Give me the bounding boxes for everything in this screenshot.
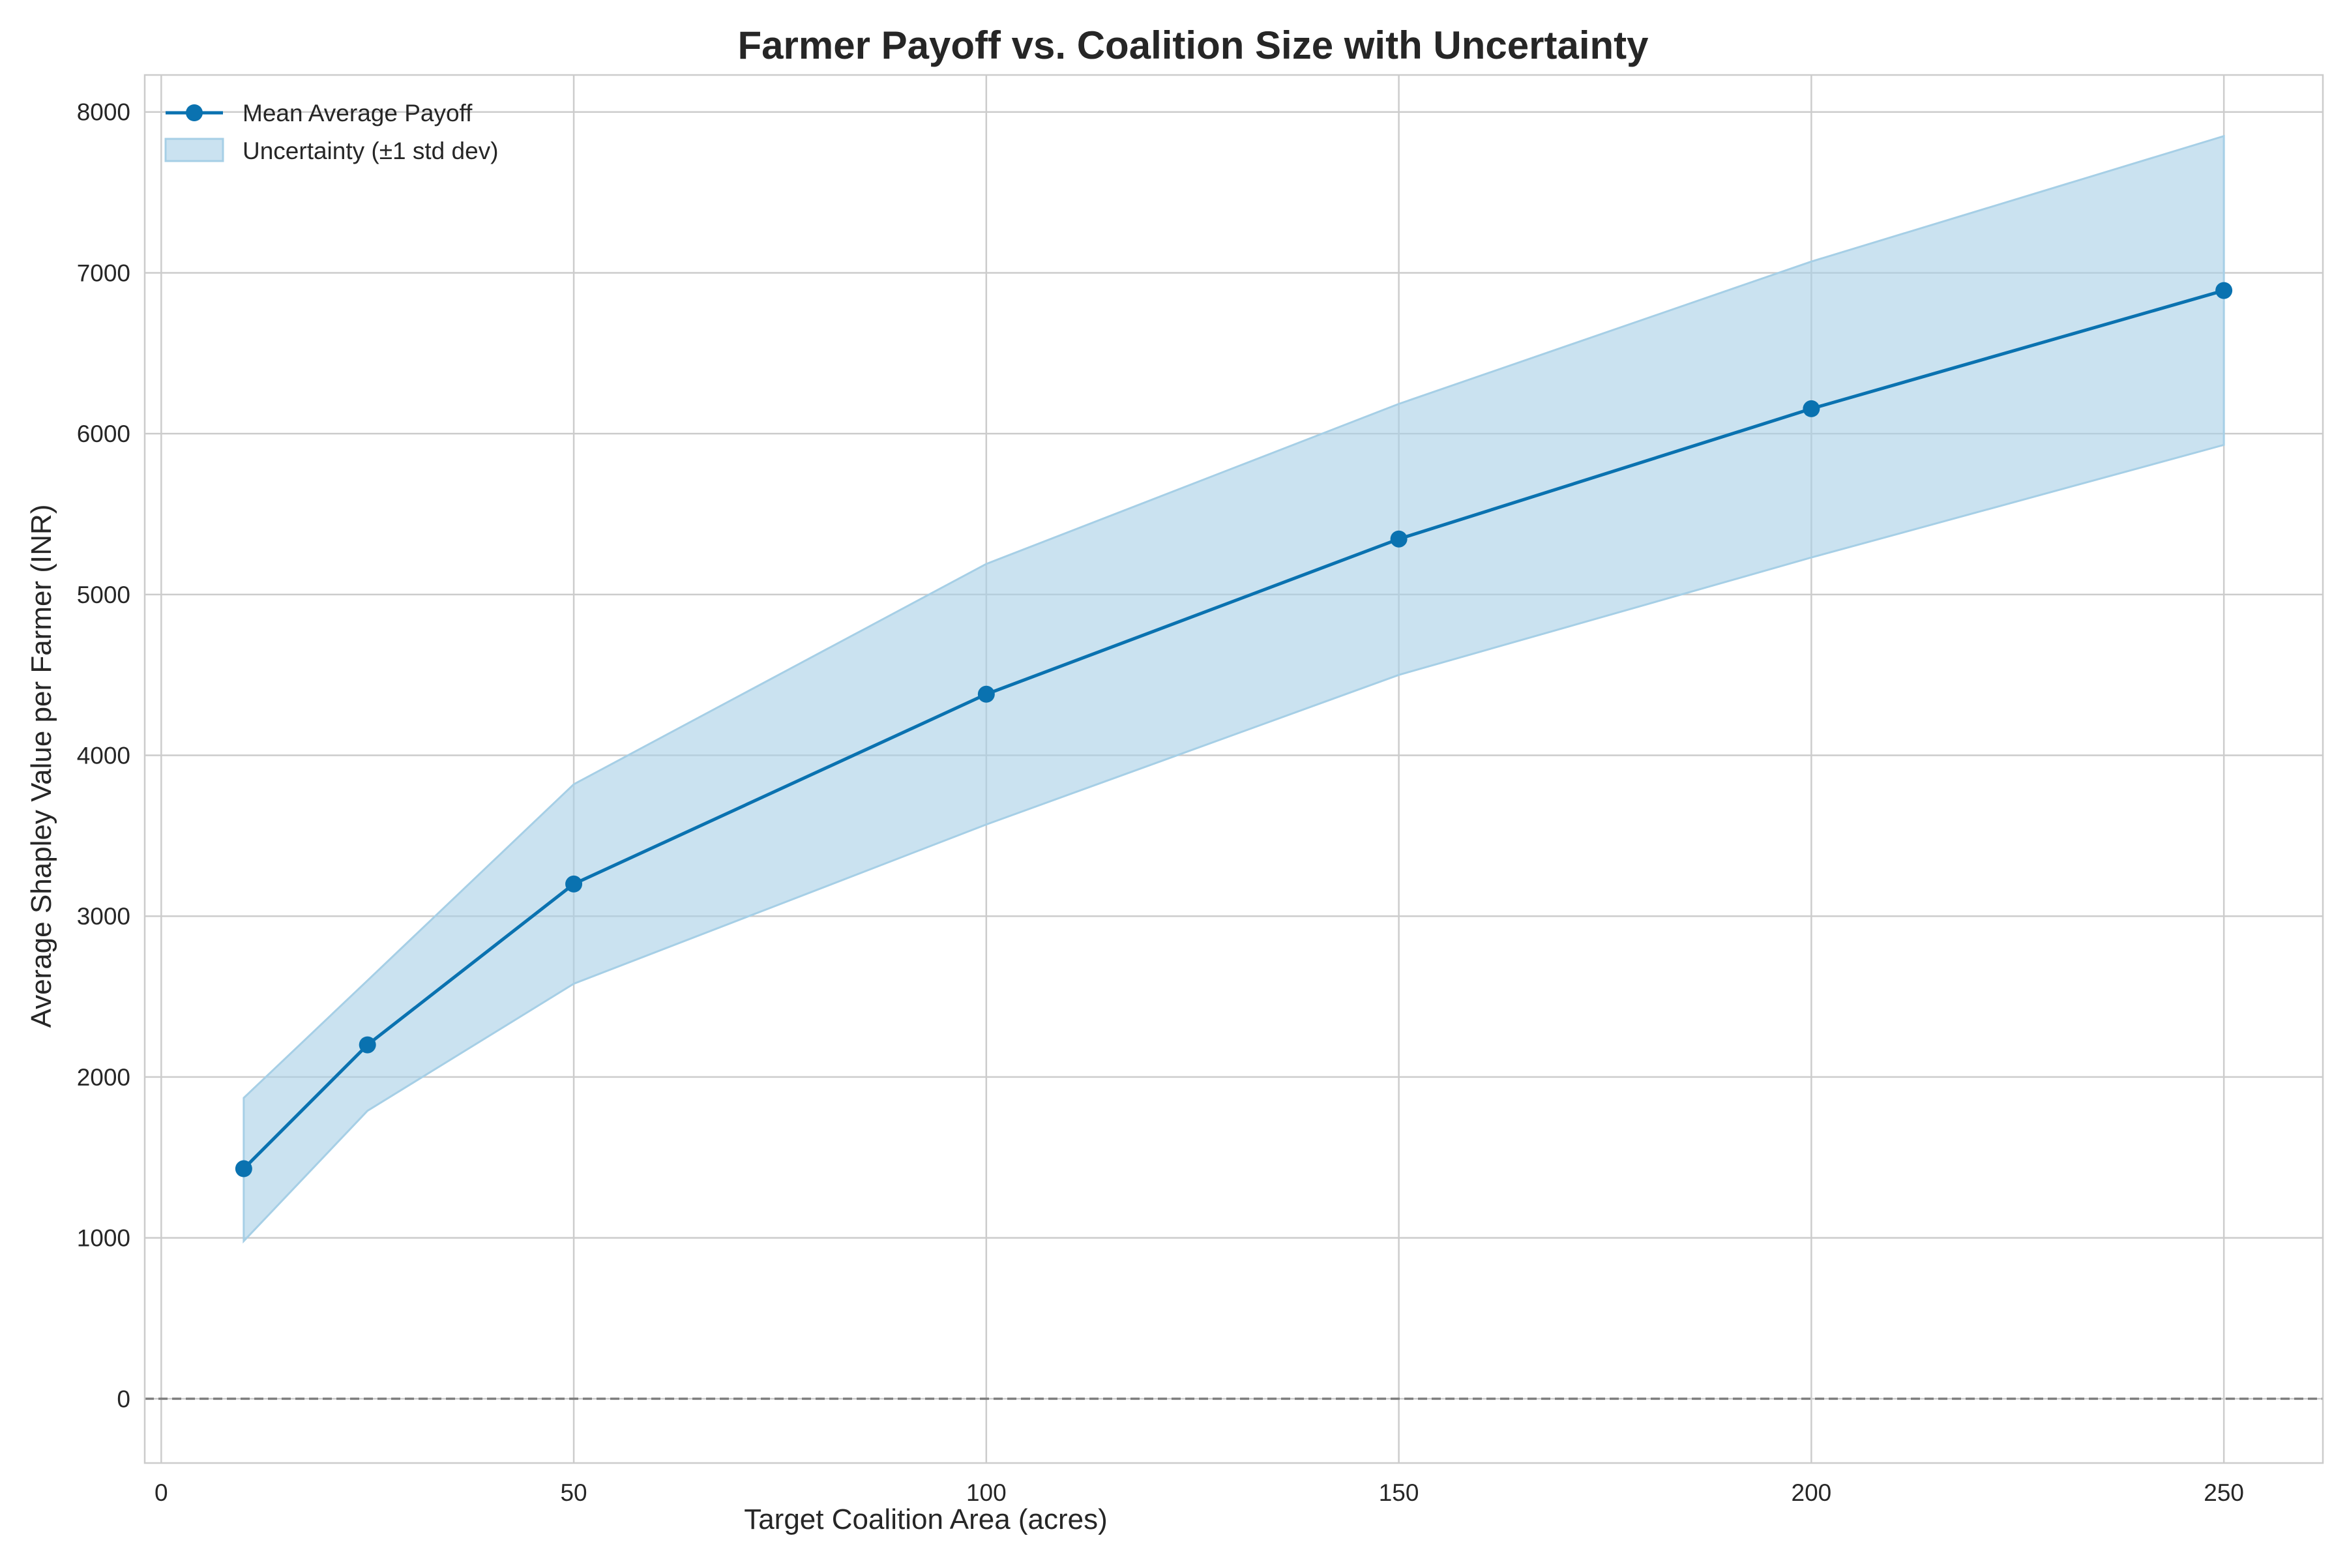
- mean-payoff-point: [235, 1160, 252, 1177]
- legend-band-swatch: [164, 138, 224, 162]
- x-tick-label: 200: [1792, 1479, 1832, 1506]
- legend: Mean Average Payoff Uncertainty (±1 std d…: [164, 100, 499, 164]
- legend-label-mean: Mean Average Payoff: [243, 100, 473, 126]
- y-tick-label: 2000: [77, 1064, 130, 1091]
- x-tick-label: 250: [2204, 1479, 2244, 1506]
- mean-payoff-point: [1803, 400, 1820, 417]
- mean-payoff-point: [977, 685, 995, 703]
- x-tick-label: 0: [155, 1479, 168, 1506]
- uncertainty-band: [243, 134, 2225, 1244]
- y-tick-label: 0: [117, 1385, 130, 1412]
- mean-payoff-point: [1390, 530, 1408, 548]
- x-tick-label: 100: [966, 1479, 1007, 1506]
- y-tick-label: 4000: [77, 743, 130, 769]
- legend-label-uncertainty: Uncertainty (±1 std dev): [243, 138, 499, 164]
- x-tick-label: 150: [1379, 1479, 1419, 1506]
- y-tick-label: 1000: [77, 1225, 130, 1252]
- plot-area: [143, 74, 2324, 1464]
- y-tick-label: 3000: [77, 903, 130, 930]
- chart-title: Farmer Payoff vs. Coalition Size with Un…: [738, 23, 1649, 67]
- y-axis-label: Average Shapley Value per Farmer (INR): [25, 505, 57, 1028]
- x-tick-label: 50: [560, 1479, 587, 1506]
- mean-payoff-point: [565, 875, 583, 893]
- y-tick-label: 5000: [77, 582, 130, 608]
- legend-marker-swatch: [186, 104, 203, 121]
- x-axis-label: Target Coalition Area (acres): [744, 1503, 1108, 1535]
- plot-frame: [143, 74, 2324, 1464]
- y-tick-label: 7000: [77, 259, 130, 286]
- y-tick-label: 8000: [77, 99, 130, 126]
- y-tick-label: 6000: [77, 421, 130, 447]
- mean-payoff-point: [359, 1036, 376, 1054]
- mean-payoff-point: [2215, 282, 2233, 299]
